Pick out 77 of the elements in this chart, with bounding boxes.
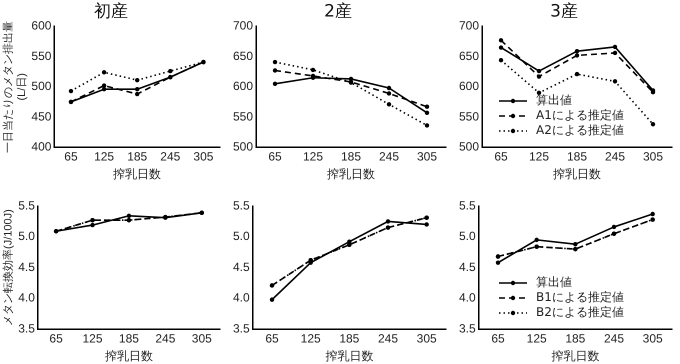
- y-tick-label: 4.5: [232, 260, 250, 274]
- y-tick-label: 450: [31, 109, 52, 124]
- x-tick-label: 125: [94, 150, 114, 164]
- x-axis-title: 搾乳日数: [104, 349, 153, 364]
- x-tick-label: 185: [340, 150, 362, 164]
- legend-label: 算出値: [536, 93, 572, 108]
- y-tick-label: 700: [232, 18, 254, 33]
- x-tick-label: 65: [491, 332, 506, 346]
- y-tick-label: 4.5: [18, 260, 36, 274]
- chart-title: 2産: [324, 2, 352, 22]
- y-tick-label: 5.5: [232, 198, 250, 212]
- y-tick-label: 4.0: [458, 290, 476, 305]
- y-tick-label: 600: [31, 18, 52, 33]
- x-tick-label: 305: [642, 150, 664, 164]
- y-tick-label: 5.0: [458, 229, 476, 244]
- x-tick-label: 305: [193, 150, 214, 164]
- x-tick-label: 125: [529, 150, 550, 164]
- x-tick-label: 245: [160, 150, 181, 164]
- legend-label: B1による推定値: [536, 290, 624, 305]
- y-tick-label: 4.0: [232, 290, 250, 305]
- legend-label: A2による推定値: [536, 123, 624, 138]
- y-tick-label: 5.0: [232, 229, 250, 244]
- x-axis-title: 搾乳日数: [553, 167, 602, 182]
- y-axis-title: 一日当たりのメタン排出量 (L/日): [2, 20, 28, 153]
- y-tick-label: 550: [458, 109, 480, 124]
- x-tick-label: 245: [155, 332, 176, 346]
- x-tick-label: 65: [64, 150, 78, 164]
- y-tick-label: 4.5: [458, 260, 476, 274]
- x-axis-title: 搾乳日数: [113, 167, 162, 182]
- legend-label: B2による推定値: [536, 305, 624, 320]
- x-axis-title: 搾乳日数: [327, 167, 376, 182]
- y-tick-label: 500: [31, 79, 52, 94]
- y-tick-label: 600: [458, 79, 480, 94]
- y-tick-label: 500: [232, 140, 254, 154]
- y-tick-label: 3.5: [458, 322, 476, 336]
- y-axis-title: メタン転換効率(J/100J): [2, 209, 15, 326]
- y-tick-label: 550: [232, 109, 254, 124]
- x-tick-label: 185: [127, 150, 148, 164]
- x-tick-label: 245: [604, 332, 624, 346]
- x-tick-label: 305: [192, 332, 212, 346]
- x-tick-label: 185: [565, 332, 586, 346]
- y-tick-label: 3.5: [18, 322, 36, 336]
- y-tick-label: 4.0: [18, 290, 36, 305]
- x-tick-label: 125: [526, 332, 548, 346]
- y-tick-label: 700: [458, 18, 480, 33]
- x-tick-label: 125: [303, 150, 324, 164]
- chart-title: 3産: [550, 2, 578, 22]
- y-tick-label: 650: [458, 48, 480, 63]
- y-tick-label: 550: [31, 48, 52, 63]
- x-tick-label: 245: [378, 332, 398, 346]
- x-axis-title: 搾乳日数: [325, 349, 374, 364]
- x-tick-label: 305: [416, 150, 438, 164]
- y-tick-label: 650: [232, 48, 254, 63]
- x-tick-label: 305: [642, 332, 663, 346]
- x-tick-label: 65: [265, 332, 280, 346]
- y-tick-label: 600: [232, 79, 254, 94]
- legend-label: 算出値: [536, 275, 572, 290]
- x-tick-label: 65: [268, 150, 282, 164]
- chart-title: 初産: [94, 2, 128, 22]
- x-tick-label: 245: [378, 150, 400, 164]
- x-tick-label: 125: [300, 332, 322, 346]
- y-tick-label: 5.5: [458, 198, 476, 212]
- y-tick-label: 400: [31, 140, 52, 154]
- x-tick-label: 125: [82, 332, 103, 346]
- x-tick-label: 185: [118, 332, 140, 346]
- y-tick-label: 500: [458, 140, 480, 154]
- x-axis-title: 搾乳日数: [551, 349, 600, 364]
- y-tick-label: 5.5: [18, 198, 36, 212]
- x-tick-label: 185: [566, 150, 588, 164]
- y-tick-label: 5.0: [18, 229, 36, 244]
- x-tick-label: 305: [416, 332, 437, 346]
- x-tick-label: 65: [494, 150, 508, 164]
- x-tick-label: 245: [604, 150, 626, 164]
- legend-label: A1による推定値: [536, 108, 624, 123]
- y-tick-label: 3.5: [232, 322, 250, 336]
- x-tick-label: 65: [49, 332, 64, 346]
- x-tick-label: 185: [339, 332, 360, 346]
